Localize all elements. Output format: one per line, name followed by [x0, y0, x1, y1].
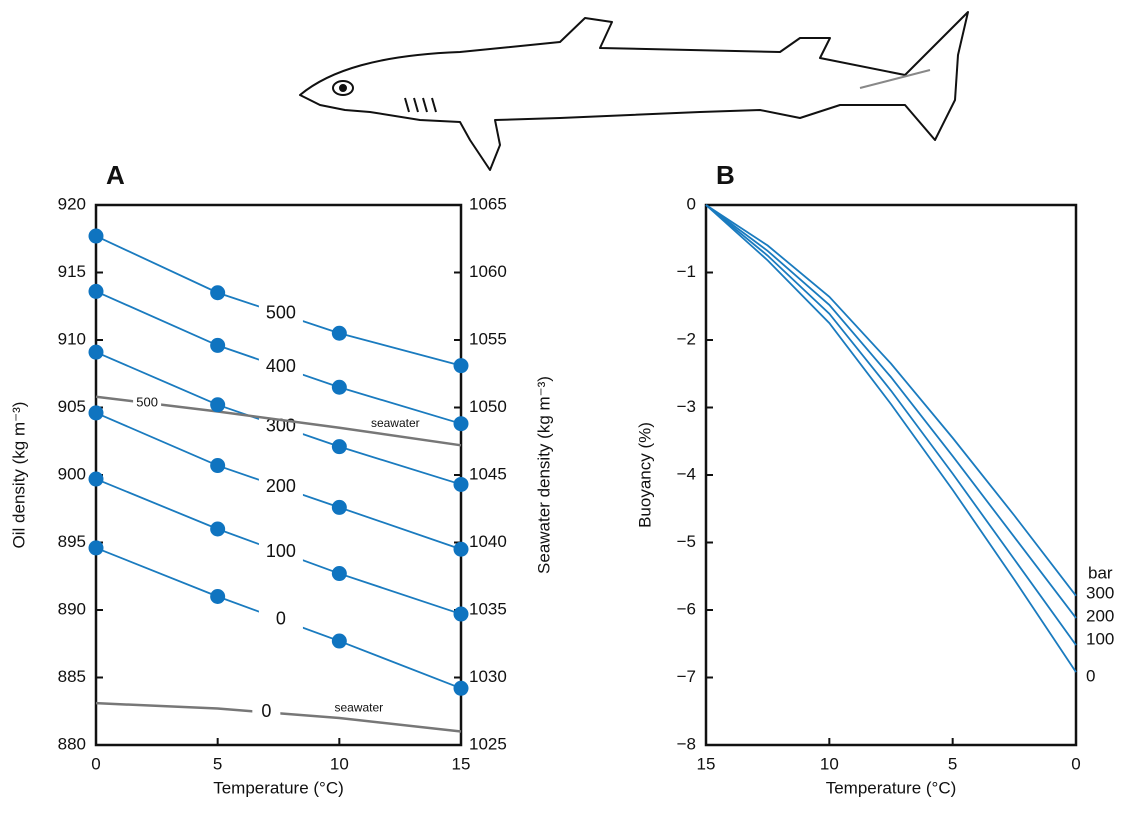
- y2-tick-label: 1035: [469, 599, 507, 618]
- x-tick-label: 15: [697, 754, 716, 773]
- y2-tick-label: 1065: [469, 194, 507, 213]
- series-note: seawater: [371, 416, 420, 430]
- data-point: [331, 379, 347, 395]
- y2-tick-label: 1050: [469, 397, 507, 416]
- x-tick-label: 15: [452, 754, 471, 773]
- legend-title: bar: [1088, 563, 1113, 582]
- data-point: [331, 499, 347, 515]
- series-label: 0: [276, 608, 286, 628]
- y-tick-label: −6: [677, 599, 696, 618]
- series-line: [95, 235, 462, 367]
- x-tick-label: 0: [91, 754, 100, 773]
- data-point: [453, 416, 469, 432]
- plot-frame: [704, 203, 1078, 747]
- series-label: 500: [136, 394, 158, 409]
- y-tick-label: 905: [58, 397, 86, 416]
- series-line: [705, 204, 1077, 646]
- data-point: [88, 540, 104, 556]
- y2-axis-title: Seawater density (kg m⁻³): [534, 376, 553, 574]
- x-axis-title: Temperature (°C): [213, 778, 344, 797]
- data-point: [453, 358, 469, 374]
- label-background: [252, 702, 281, 723]
- data-point: [331, 439, 347, 455]
- x-tick-label: 10: [820, 754, 839, 773]
- data-point: [88, 228, 104, 244]
- data-point: [453, 476, 469, 492]
- x-tick-label: 5: [213, 754, 222, 773]
- x-tick-label: 10: [330, 754, 349, 773]
- data-point: [88, 405, 104, 421]
- series-label: 0: [261, 701, 271, 721]
- series-label: 0: [1086, 666, 1095, 685]
- y-axis-title: Oil density (kg m⁻³): [9, 402, 28, 549]
- series-line: [705, 204, 1077, 597]
- y-tick-label: 920: [58, 194, 86, 213]
- y-tick-label: 895: [58, 532, 86, 551]
- data-point: [331, 566, 347, 582]
- data-point: [453, 680, 469, 696]
- y2-tick-label: 1030: [469, 667, 507, 686]
- series-line: [705, 204, 1077, 619]
- series-label: 200: [1086, 606, 1114, 625]
- data-point: [88, 471, 104, 487]
- y-tick-label: −7: [677, 667, 696, 686]
- plot-frame: [94, 203, 463, 747]
- label-background: [258, 540, 303, 565]
- y-tick-label: 900: [58, 464, 86, 483]
- data-point: [210, 285, 226, 301]
- series-label: 100: [266, 541, 296, 561]
- series-label: 500: [266, 303, 296, 323]
- y2-tick-label: 1060: [469, 262, 507, 281]
- shark-drawing: [299, 11, 969, 171]
- y2-tick-label: 1045: [469, 464, 507, 483]
- y2-tick-label: 1055: [469, 329, 507, 348]
- y-tick-label: −5: [677, 532, 696, 551]
- data-point: [453, 541, 469, 557]
- y-tick-label: 885: [58, 667, 86, 686]
- y-tick-label: 0: [687, 194, 696, 213]
- y-tick-label: −1: [677, 262, 696, 281]
- data-point: [88, 344, 104, 360]
- data-point: [210, 589, 226, 604]
- series-label: 100: [1086, 629, 1114, 648]
- data-point: [88, 283, 104, 299]
- y-tick-label: −4: [677, 464, 696, 483]
- data-point: [331, 325, 347, 341]
- series-note: seawater: [334, 700, 383, 714]
- y-tick-label: 915: [58, 262, 86, 281]
- data-point: [453, 606, 469, 622]
- y-tick-label: −2: [677, 329, 696, 348]
- series-label: 300: [1086, 583, 1114, 602]
- series-label: 200: [266, 476, 296, 496]
- y2-tick-label: 1040: [469, 532, 507, 551]
- data-point: [210, 337, 226, 353]
- label-background: [133, 392, 162, 413]
- series-label: 400: [266, 356, 296, 376]
- data-point: [210, 397, 226, 413]
- y2-tick-label: 1025: [469, 734, 507, 753]
- y-axis-title: Buoyancy (%): [635, 422, 654, 528]
- panel-label: B: [716, 160, 735, 190]
- x-tick-label: 5: [948, 754, 957, 773]
- y-tick-label: 880: [58, 734, 86, 753]
- data-point: [331, 633, 347, 649]
- y-tick-label: 910: [58, 329, 86, 348]
- label-background: [258, 475, 303, 500]
- label-background: [258, 607, 303, 632]
- label-background: [258, 301, 303, 326]
- label-background: [258, 355, 303, 380]
- y-tick-label: −8: [677, 734, 696, 753]
- data-point: [210, 521, 226, 537]
- panel-label: A: [106, 160, 125, 190]
- y-tick-label: 890: [58, 599, 86, 618]
- x-axis-title: Temperature (°C): [826, 778, 957, 797]
- data-point: [210, 458, 226, 474]
- series-line: [705, 204, 1077, 673]
- x-tick-label: 0: [1071, 754, 1080, 773]
- y-tick-label: −3: [677, 397, 696, 416]
